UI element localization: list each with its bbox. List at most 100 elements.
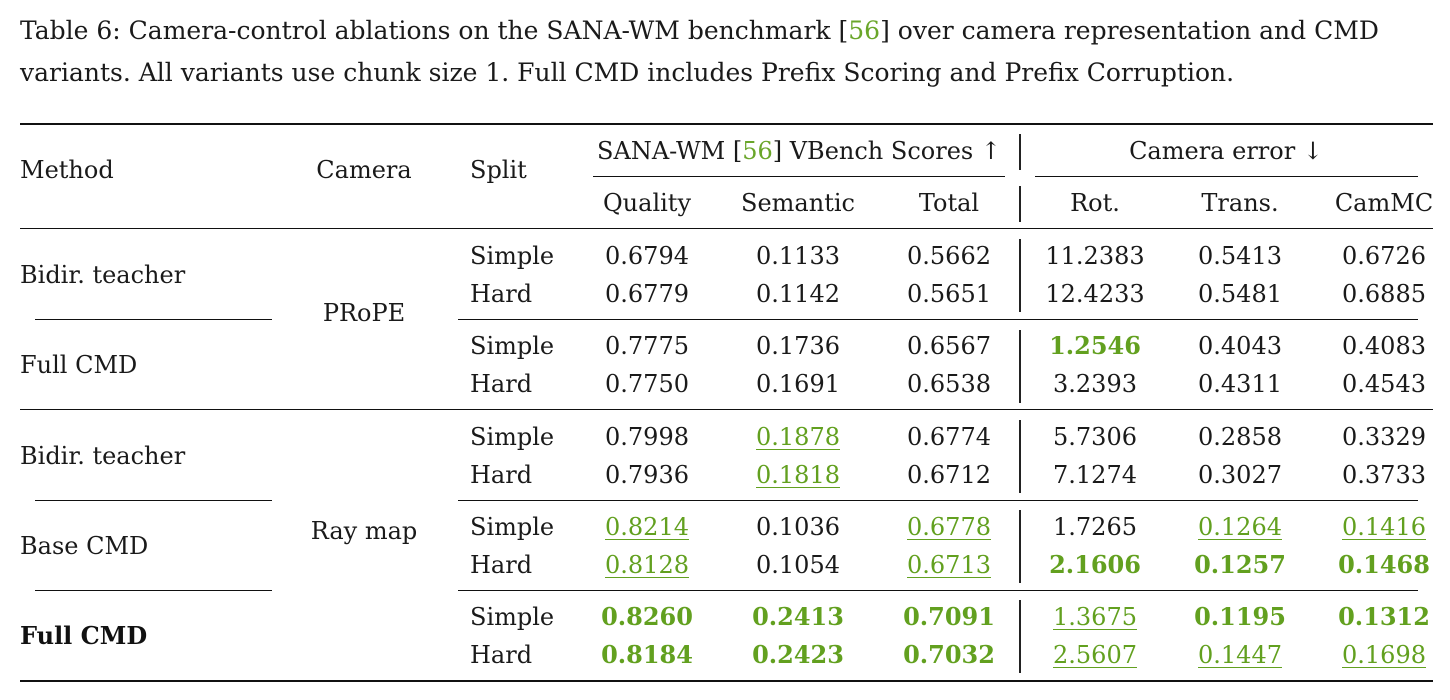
table-cell: 0.3733 — [1342, 461, 1426, 489]
table-cell: 1.3675 — [1053, 603, 1137, 631]
camera-label-raymap: Ray map — [310, 517, 418, 545]
table-cell: 0.6726 — [1342, 242, 1426, 270]
table-cell: 0.6712 — [907, 461, 991, 489]
table-cell: 2.1606 — [1049, 550, 1141, 579]
camera-error-group-rule — [1035, 176, 1418, 177]
split-label: Hard — [470, 551, 533, 579]
table-cell: 0.1416 — [1342, 513, 1426, 541]
table-cell: 0.2413 — [752, 602, 844, 631]
table-cell: 0.7032 — [903, 640, 995, 669]
column-divider — [1019, 420, 1021, 493]
method-label: Full CMD — [20, 351, 138, 379]
table-cell: 0.6885 — [1342, 280, 1426, 308]
table-cell: 0.1195 — [1194, 602, 1286, 631]
table-cell: 0.1818 — [756, 461, 840, 489]
top-rule — [20, 123, 1433, 125]
table-cell: 0.4311 — [1198, 370, 1282, 398]
method-label: Full CMD — [20, 621, 148, 650]
table-cell: 0.8128 — [605, 551, 689, 579]
vbench-group-rule — [593, 176, 1005, 177]
method-label: Base CMD — [20, 532, 149, 560]
header-camera-error-group: Camera error ↓ — [1129, 137, 1323, 165]
method-separator — [35, 500, 272, 501]
table-cell: 0.1312 — [1338, 602, 1430, 631]
column-divider — [1019, 510, 1021, 583]
column-divider — [1019, 186, 1021, 222]
header-method: Method — [20, 156, 114, 184]
table-cell: 0.1142 — [756, 280, 840, 308]
table-cell: 0.1054 — [756, 551, 840, 579]
caption-citation-link[interactable]: 56 — [848, 16, 881, 45]
table-cell: 0.7750 — [605, 370, 689, 398]
table-cell: 0.4083 — [1342, 332, 1426, 360]
table-cell: 0.6778 — [907, 513, 991, 541]
table-cell: 0.6713 — [907, 551, 991, 579]
column-divider — [1019, 239, 1021, 312]
table-cell: 0.5481 — [1198, 280, 1282, 308]
table-cell: 0.5662 — [907, 242, 991, 270]
table-cell: 2.5607 — [1053, 641, 1137, 669]
table-cell: 0.7998 — [605, 423, 689, 451]
vbench-group-prefix: SANA-WM [ — [597, 137, 743, 165]
column-divider — [1019, 330, 1021, 403]
header-rot: Rot. — [1070, 189, 1120, 217]
vbench-group-suffix: ] VBench Scores ↑ — [772, 137, 1001, 165]
table-cell: 0.5651 — [907, 280, 991, 308]
table-cell: 0.1257 — [1194, 550, 1286, 579]
table-cell: 0.6774 — [907, 423, 991, 451]
header-cammc: CamMC — [1334, 189, 1434, 217]
method-label: Bidir. teacher — [20, 442, 186, 470]
method-label: Bidir. teacher — [20, 261, 186, 289]
table-cell: 0.4543 — [1342, 370, 1426, 398]
row-group-separator — [458, 590, 1418, 591]
table-cell: 0.1264 — [1198, 513, 1282, 541]
table-cell: 0.3027 — [1198, 461, 1282, 489]
header-trans: Trans. — [1201, 189, 1279, 217]
bottom-rule — [20, 680, 1433, 682]
split-label: Hard — [470, 370, 533, 398]
table-cell: 0.8260 — [601, 602, 693, 631]
table-cell: 12.4233 — [1045, 280, 1145, 308]
table-cell: 7.1274 — [1053, 461, 1137, 489]
header-bottom-rule — [20, 228, 1433, 229]
table-cell: 11.2383 — [1045, 242, 1145, 270]
table-cell: 3.2393 — [1053, 370, 1137, 398]
header-camera: Camera — [316, 156, 412, 184]
table-cell: 0.6779 — [605, 280, 689, 308]
table-cell: 0.1878 — [756, 423, 840, 451]
camera-label-prope: PRoPE — [322, 299, 406, 327]
header-total: Total — [918, 189, 980, 217]
table-cell: 0.1447 — [1198, 641, 1282, 669]
caption-prefix: Table 6: Camera-control ablations on the… — [20, 16, 849, 45]
header-split: Split — [470, 156, 527, 184]
camera-group-rule — [20, 409, 1433, 410]
table-cell: 0.1036 — [756, 513, 840, 541]
split-label: Simple — [470, 242, 555, 270]
table-cell: 0.1133 — [756, 242, 840, 270]
split-label: Simple — [470, 603, 555, 631]
vbench-citation-link[interactable]: 56 — [742, 137, 773, 165]
table-cell: 0.2423 — [752, 640, 844, 669]
table-caption: Table 6: Camera-control ablations on the… — [20, 10, 1435, 94]
table-cell: 0.6794 — [605, 242, 689, 270]
split-label: Simple — [470, 332, 555, 360]
table-cell: 0.8184 — [601, 640, 693, 669]
table-cell: 1.2546 — [1049, 331, 1141, 360]
row-group-separator — [458, 319, 1418, 320]
split-label: Simple — [470, 423, 555, 451]
header-semantic: Semantic — [741, 189, 855, 217]
split-label: Hard — [470, 641, 533, 669]
split-label: Hard — [470, 461, 533, 489]
table-cell: 1.7265 — [1053, 513, 1137, 541]
method-separator — [35, 319, 272, 320]
table-cell: 0.7091 — [903, 602, 995, 631]
row-group-separator — [458, 500, 1418, 501]
table-cell: 0.1468 — [1338, 550, 1430, 579]
table-cell: 0.7936 — [605, 461, 689, 489]
caption-suffix: ] over camera representation and CMD var… — [20, 16, 1379, 87]
header-quality: Quality — [603, 189, 691, 217]
table-cell: 0.1736 — [756, 332, 840, 360]
table-cell: 0.2858 — [1198, 423, 1282, 451]
table-cell: 0.6567 — [907, 332, 991, 360]
column-divider — [1019, 134, 1021, 170]
